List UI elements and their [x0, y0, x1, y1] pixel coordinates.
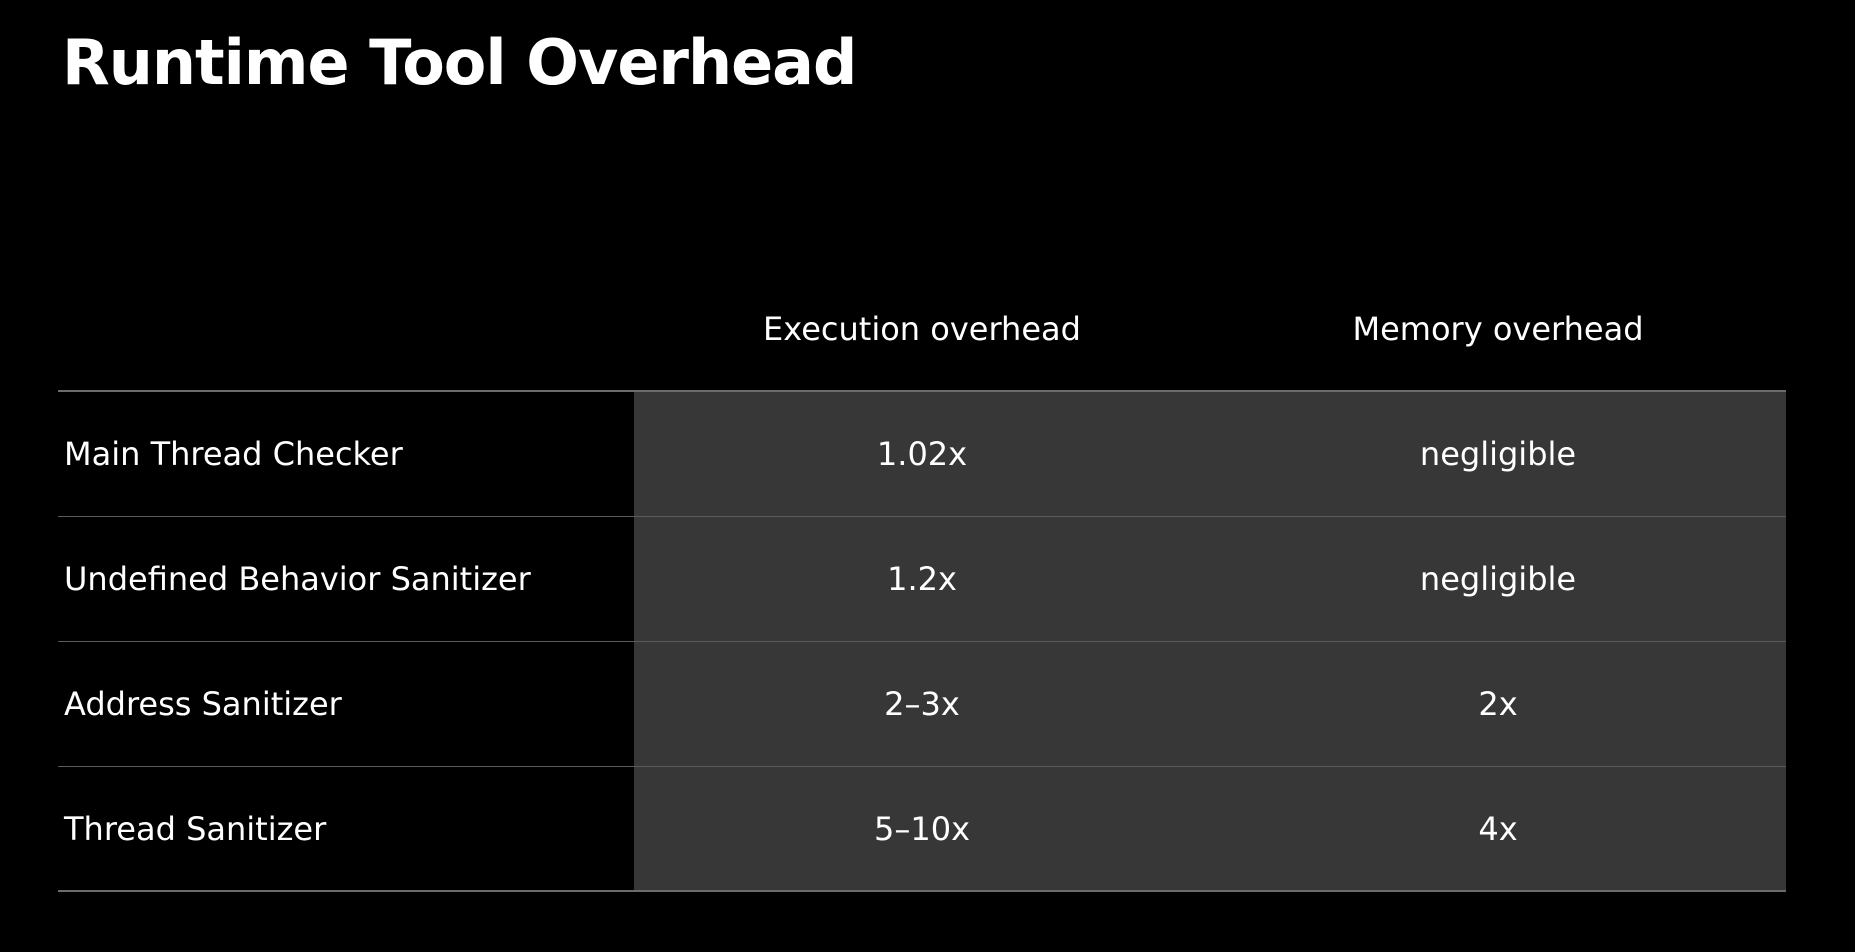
page-title: Runtime Tool Overhead [62, 26, 857, 99]
table-row: Thread Sanitizer 5–10x 4x [58, 767, 1786, 892]
table-row: Undefined Behavior Sanitizer 1.2x neglig… [58, 517, 1786, 642]
execution-overhead-cell: 1.02x [876, 435, 968, 473]
execution-overhead-cell: 1.2x [887, 560, 957, 598]
tool-name-cell: Thread Sanitizer [64, 809, 327, 848]
execution-overhead-cell: 5–10x [873, 809, 970, 848]
tool-name-cell: Address Sanitizer [64, 685, 342, 723]
tool-name-cell: Undefined Behavior Sanitizer [64, 560, 531, 598]
execution-overhead-cell: 2–3x [884, 685, 960, 723]
table-body: Main Thread Checker 1.02x negligible Und… [58, 390, 1786, 892]
shaded-value-columns [634, 392, 1786, 892]
table-header-row: Execution overhead Memory overhead [58, 290, 1786, 390]
table-row: Main Thread Checker 1.02x negligible [58, 392, 1786, 517]
table-row: Address Sanitizer 2–3x 2x [58, 642, 1786, 767]
header-memory-overhead: Memory overhead [1352, 310, 1644, 348]
overhead-table: Execution overhead Memory overhead Main … [58, 290, 1786, 892]
tool-name-cell: Main Thread Checker [64, 435, 403, 473]
memory-overhead-cell: negligible [1419, 435, 1577, 473]
memory-overhead-cell: negligible [1419, 560, 1577, 598]
memory-overhead-cell: 4x [1478, 809, 1518, 848]
memory-overhead-cell: 2x [1478, 685, 1518, 723]
header-execution-overhead: Execution overhead [763, 310, 1081, 348]
